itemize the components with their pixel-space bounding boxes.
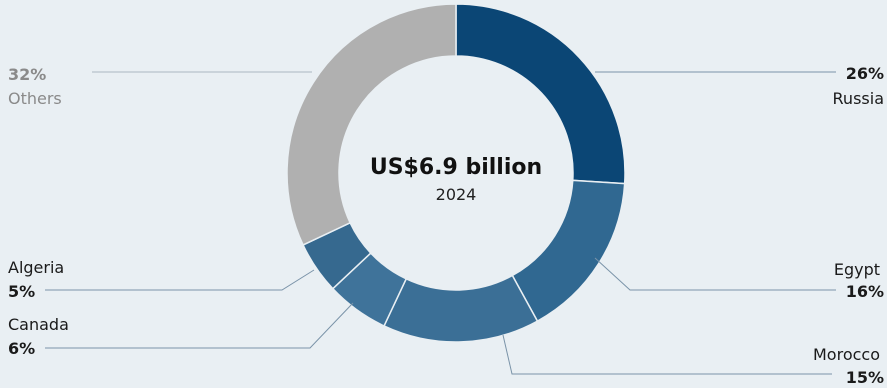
slice-value-others: 32% [8, 65, 46, 84]
slice-label-egypt: Egypt [834, 260, 880, 279]
slice-value-algeria: 5% [8, 282, 35, 301]
leader-line-morocco [502, 334, 832, 375]
slice-value-egypt: 16% [846, 282, 884, 301]
slice-value-russia: 26% [846, 64, 884, 83]
slice-value-canada: 6% [8, 339, 35, 358]
slice-others [286, 3, 457, 246]
leader-line-canada [45, 302, 354, 349]
slice-label-others: Others [8, 89, 62, 108]
center-year: 2024 [436, 185, 477, 204]
slice-value-morocco: 15% [846, 368, 884, 387]
donut-slices [286, 3, 626, 343]
center-total: US$6.9 billion [370, 155, 542, 180]
slice-egypt [511, 179, 626, 323]
leader-line-algeria [45, 269, 315, 291]
slice-label-russia: Russia [833, 89, 884, 108]
leader-lines [45, 71, 836, 375]
slice-morocco [383, 274, 539, 343]
slice-label-morocco: Morocco [813, 345, 880, 364]
slice-label-canada: Canada [8, 315, 69, 334]
slice-label-algeria: Algeria [8, 258, 64, 277]
leader-line-egypt [594, 257, 836, 291]
